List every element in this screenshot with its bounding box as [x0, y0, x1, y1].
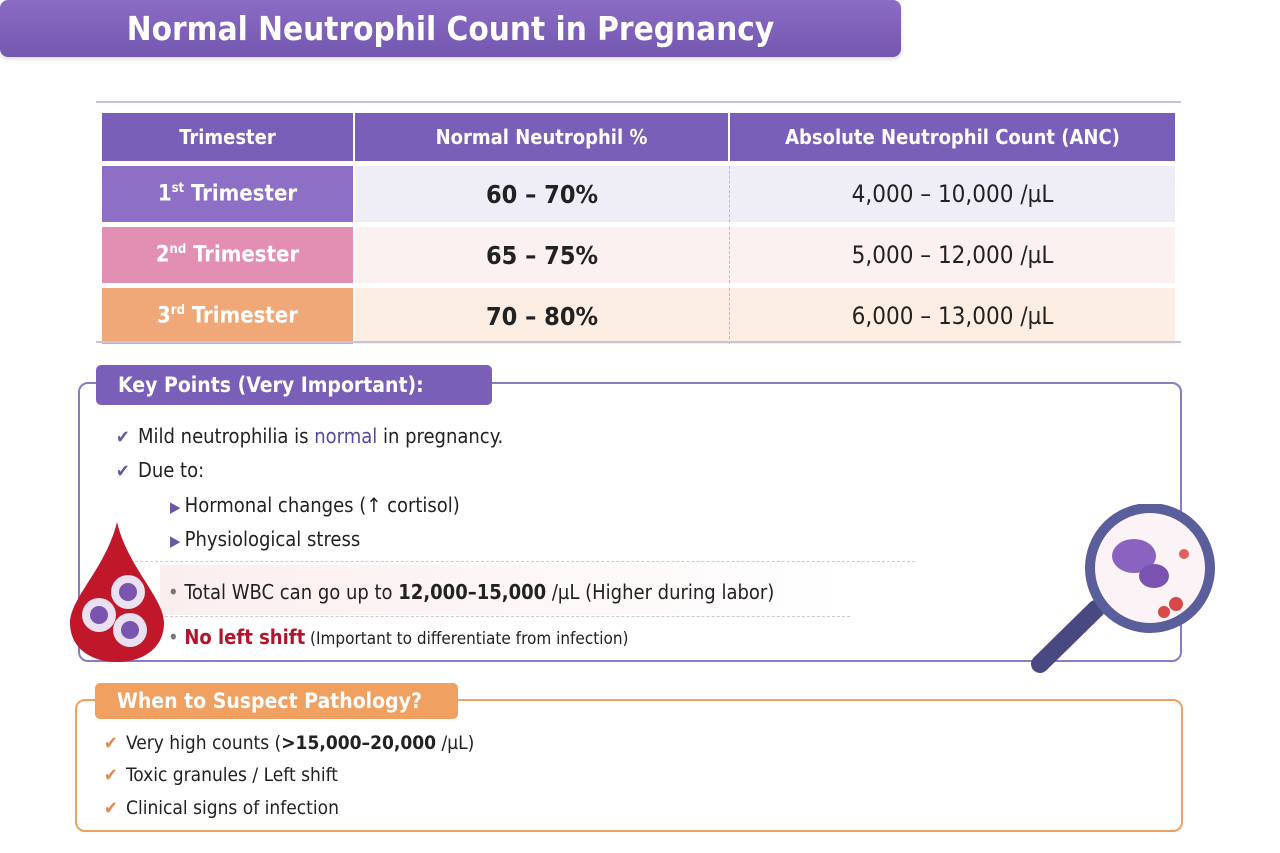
divider — [96, 341, 1181, 343]
pathology-box — [75, 699, 1183, 832]
pathology-infection-signs: ✔ Clinical signs of infection — [104, 797, 339, 819]
anc-cell: 4,000 – 10,000 /µL — [730, 166, 1175, 222]
percent-cell: 70 – 80% — [355, 288, 730, 344]
text: (Important to differentiate from infecti… — [305, 629, 629, 649]
ordinal: nd — [169, 242, 187, 258]
pathology-label: When to Suspect Pathology? — [95, 683, 458, 719]
percent-cell: 60 – 70% — [355, 166, 730, 222]
check-icon: ✔ — [104, 765, 118, 786]
text: Very high counts ( — [126, 732, 282, 754]
magnifier-icon — [1031, 504, 1215, 673]
text: /µL (Higher during labor) — [546, 580, 775, 604]
text: Total WBC can go up to — [184, 580, 399, 604]
trimester-cell: 1st Trimester — [102, 166, 355, 222]
pathology-toxic-granules: ✔ Toxic granules / Left shift — [104, 764, 338, 786]
divider — [115, 561, 915, 562]
text: Physiological stress — [184, 527, 361, 551]
text: Mild neutrophilia is — [138, 424, 315, 448]
text: /µL) — [436, 732, 475, 754]
label: Trimester — [184, 181, 298, 207]
num: 3 — [157, 303, 171, 329]
pathology-high-counts: ✔ Very high counts (>15,000–20,000 /µL) — [104, 732, 474, 754]
label: Trimester — [184, 303, 298, 329]
num: 2 — [155, 242, 170, 268]
sub-hormonal: ▶ Hormonal changes (↑ cortisol) — [170, 493, 460, 517]
divider — [96, 101, 1181, 103]
anc-cell: 6,000 – 13,000 /µL — [730, 288, 1175, 344]
percent-cell: 65 – 75% — [355, 227, 730, 283]
check-icon: ✔ — [104, 733, 118, 754]
num: 1 — [157, 181, 172, 207]
label: Trimester — [186, 242, 300, 268]
header-trimester: Trimester — [102, 113, 355, 161]
header-percent: Normal Neutrophil % — [355, 113, 730, 161]
key-points-label: Key Points (Very Important): — [96, 365, 492, 405]
triangle-icon: ▶ — [170, 532, 185, 550]
trimester-cell: 2nd Trimester — [102, 227, 355, 283]
emphasis: No left shift — [184, 625, 306, 649]
header-anc: Absolute Neutrophil Count (ANC) — [730, 113, 1175, 161]
text: Hormonal changes (↑ cortisol) — [184, 493, 460, 517]
anc-cell: 5,000 – 12,000 /µL — [730, 227, 1175, 283]
bullet: • — [168, 625, 185, 649]
page-title: Normal Neutrophil Count in Pregnancy — [0, 0, 901, 57]
point-no-left-shift: • No left shift (Important to differenti… — [168, 625, 629, 649]
divider — [160, 616, 850, 617]
text: Due to: — [138, 458, 205, 482]
count-range: >15,000–20,000 — [281, 732, 437, 754]
check-icon: ✔ — [116, 461, 130, 482]
ordinal: rd — [170, 303, 185, 319]
point-mild-neutrophilia: ✔ Mild neutrophilia is normal in pregnanc… — [116, 424, 503, 448]
table-row: 3rd Trimester 70 – 80% 6,000 – 13,000 /µ… — [102, 288, 1175, 344]
trimester-cell: 3rd Trimester — [102, 288, 355, 344]
ordinal: st — [171, 181, 185, 197]
highlight-band — [160, 565, 850, 615]
triangle-icon: ▶ — [170, 498, 185, 516]
blood-drop-icon — [70, 522, 164, 662]
bullet: • — [168, 580, 185, 604]
table-row: 1st Trimester 60 – 70% 4,000 – 10,000 /µ… — [102, 166, 1175, 222]
point-total-wbc: • Total WBC can go up to 12,000–15,000 /… — [168, 580, 774, 604]
text: in pregnancy. — [377, 424, 504, 448]
highlight: normal — [314, 424, 378, 448]
text: Toxic granules / Left shift — [126, 764, 338, 786]
text: Clinical signs of infection — [126, 797, 339, 819]
neutrophil-table: Trimester Normal Neutrophil % Absolute N… — [102, 108, 1175, 349]
table-row: 2nd Trimester 65 – 75% 5,000 – 12,000 /µ… — [102, 227, 1175, 283]
sub-stress: ▶ Physiological stress — [170, 527, 360, 551]
check-icon: ✔ — [104, 798, 118, 819]
point-due-to: ✔ Due to: — [116, 458, 204, 482]
check-icon: ✔ — [116, 427, 130, 448]
wbc-range: 12,000–15,000 — [398, 580, 547, 604]
